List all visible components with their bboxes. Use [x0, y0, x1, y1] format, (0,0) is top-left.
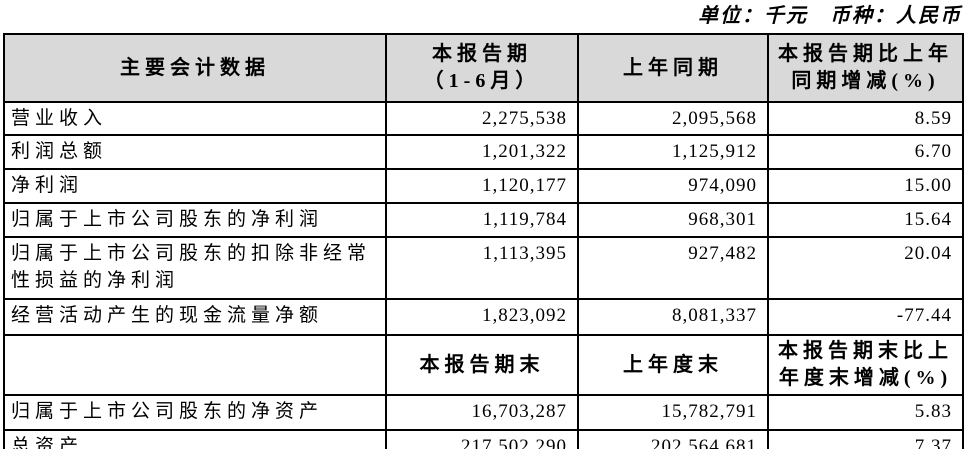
- row-net-profit: 净利润 1,120,177 974,090 15.00: [3, 168, 964, 204]
- metric-label: 营业收入: [3, 101, 387, 136]
- value-prior-period: 8,081,337: [577, 298, 769, 336]
- metric-label: 归属于上市公司股东的扣除非经常性损益的净利润: [3, 236, 387, 300]
- metric-label: 利润总额: [3, 134, 387, 170]
- value-change-percent: 20.04: [767, 236, 964, 300]
- value-change-percent: 8.59: [767, 101, 964, 136]
- row-total-profit: 利润总额 1,201,322 1,125,912 6.70: [3, 134, 964, 170]
- header-change-vs-prior-year-period: 本报告期比上年 同期增减(%): [767, 33, 964, 103]
- value-current-period-end: 16,703,287: [385, 394, 579, 431]
- value-prior-period: 968,301: [577, 202, 769, 238]
- key-accounting-data-table: 主要会计数据 本报告期 （1-6月） 上年同期 本报告期比上年 同期增减(%) …: [3, 33, 964, 449]
- row-net-profit-attributable: 归属于上市公司股东的净利润 1,119,784 968,301 15.64: [3, 202, 964, 238]
- header-main-accounting-data: 主要会计数据: [3, 33, 387, 103]
- unit-currency-note: 单位：千元 币种：人民币: [698, 5, 962, 27]
- value-prior-period: 2,095,568: [577, 101, 769, 136]
- value-current-period: 1,201,322: [385, 134, 579, 170]
- value-change-percent: 15.00: [767, 168, 964, 204]
- value-current-period: 1,120,177: [385, 168, 579, 204]
- value-prior-period: 927,482: [577, 236, 769, 300]
- header2-prior-year-end: 上年度末: [577, 334, 769, 396]
- header2-empty-cell: [3, 334, 387, 396]
- header2-current-period-end: 本报告期末: [385, 334, 579, 396]
- value-prior-period: 1,125,912: [577, 134, 769, 170]
- row-net-assets-attributable: 归属于上市公司股东的净资产 16,703,287 15,782,791 5.83: [3, 394, 964, 431]
- metric-label: 总资产: [3, 429, 387, 449]
- value-current-period: 1,113,395: [385, 236, 579, 300]
- row-net-profit-excl-nonrecurring: 归属于上市公司股东的扣除非经常性损益的净利润 1,113,395 927,482…: [3, 236, 964, 300]
- row-total-assets: 总资产 217,502,290 202,564,681 7.37: [3, 429, 964, 449]
- value-change-percent: 7.37: [767, 429, 964, 449]
- row-operating-revenue: 营业收入 2,275,538 2,095,568 8.59: [3, 101, 964, 136]
- value-change-percent: 6.70: [767, 134, 964, 170]
- value-current-period: 1,119,784: [385, 202, 579, 238]
- metric-label: 净利润: [3, 168, 387, 204]
- value-current-period: 1,823,092: [385, 298, 579, 336]
- value-prior-year-end: 202,564,681: [577, 429, 769, 449]
- header-current-period: 本报告期 （1-6月）: [385, 33, 579, 103]
- value-change-percent: 5.83: [767, 394, 964, 431]
- table-header-row-period: 主要会计数据 本报告期 （1-6月） 上年同期 本报告期比上年 同期增减(%): [3, 33, 964, 103]
- metric-label: 经营活动产生的现金流量净额: [3, 298, 387, 336]
- table-header-row-period-end: 本报告期末 上年度末 本报告期末比上 年度末增减(%): [3, 334, 964, 396]
- value-current-period: 2,275,538: [385, 101, 579, 136]
- header-prior-year-same-period: 上年同期: [577, 33, 769, 103]
- value-current-period-end: 217,502,290: [385, 429, 579, 449]
- value-change-percent: -77.44: [767, 298, 964, 336]
- value-prior-period: 974,090: [577, 168, 769, 204]
- row-net-cash-flow-operating: 经营活动产生的现金流量净额 1,823,092 8,081,337 -77.44: [3, 298, 964, 336]
- metric-label: 归属于上市公司股东的净利润: [3, 202, 387, 238]
- value-change-percent: 15.64: [767, 202, 964, 238]
- value-prior-year-end: 15,782,791: [577, 394, 769, 431]
- header2-change-vs-prior-year-end: 本报告期末比上 年度末增减(%): [767, 334, 964, 396]
- metric-label: 归属于上市公司股东的净资产: [3, 394, 387, 431]
